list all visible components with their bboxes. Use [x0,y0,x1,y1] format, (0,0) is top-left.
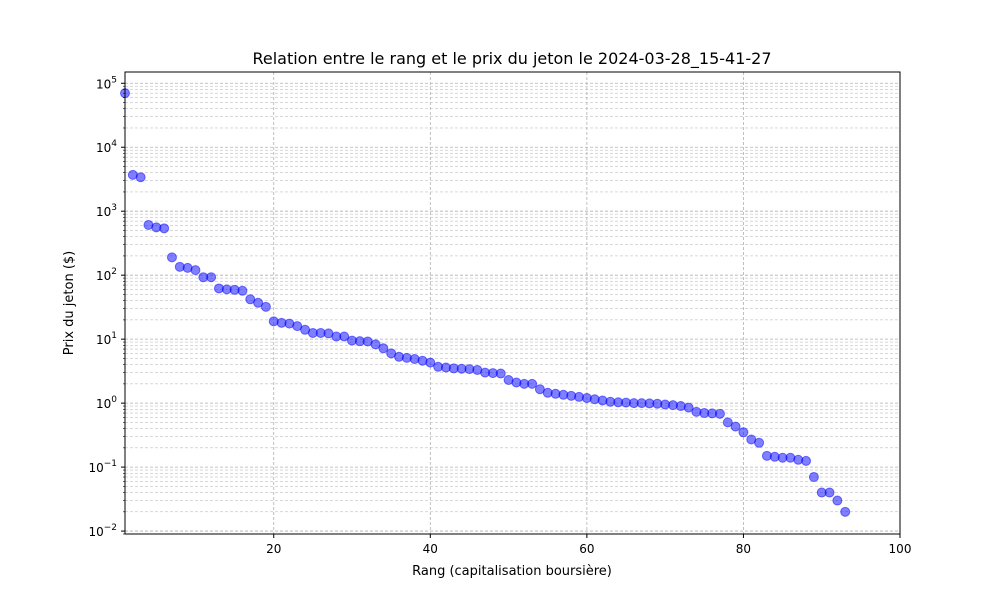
y-tick-label: 10−1 [88,459,117,475]
data-point [378,343,389,354]
y-tick-label: 10−2 [88,523,117,539]
x-tick-label: 100 [889,542,912,556]
x-tick-label: 80 [736,542,751,556]
x-tick-label: 40 [423,542,438,556]
y-tick-label: 105 [96,75,117,91]
data-point [801,455,812,466]
y-tick-label: 103 [96,203,117,219]
data-point [738,427,749,438]
x-tick-label: 60 [579,542,594,556]
data-point [253,297,264,308]
y-axis-ticks: 10−2 10−1 100 101 102 103 104 105 [88,75,125,539]
data-point [714,408,725,419]
data-point [683,402,694,413]
y-tick-label: 101 [96,331,117,347]
data-point [159,223,170,234]
data-point [824,487,835,498]
y-tick-label: 104 [96,139,117,155]
y-tick-label: 102 [96,267,117,283]
data-points [120,88,851,517]
data-point [260,301,271,312]
x-axis-label: Rang (capitalisation boursière) [412,564,612,579]
chart-title: Relation entre le rang et le prix du jet… [252,49,771,69]
data-point [166,252,177,263]
x-axis-ticks: 20 40 60 80 100 [266,534,911,556]
data-point [135,172,146,183]
data-point [190,265,201,276]
data-point [206,272,217,283]
y-tick-label: 100 [96,395,117,411]
data-point [527,378,538,389]
data-point [832,495,843,506]
data-point [237,285,248,296]
data-point [339,331,350,342]
data-point [425,357,436,368]
data-point [808,472,819,483]
x-tick-label: 20 [266,542,281,556]
data-point [495,368,506,379]
y-axis-label: Prix du jeton ($) [62,251,77,355]
plot-frame [124,71,901,535]
data-point [730,421,741,432]
data-point [840,506,851,517]
data-point [722,417,733,428]
data-point [754,437,765,448]
data-point [370,339,381,350]
